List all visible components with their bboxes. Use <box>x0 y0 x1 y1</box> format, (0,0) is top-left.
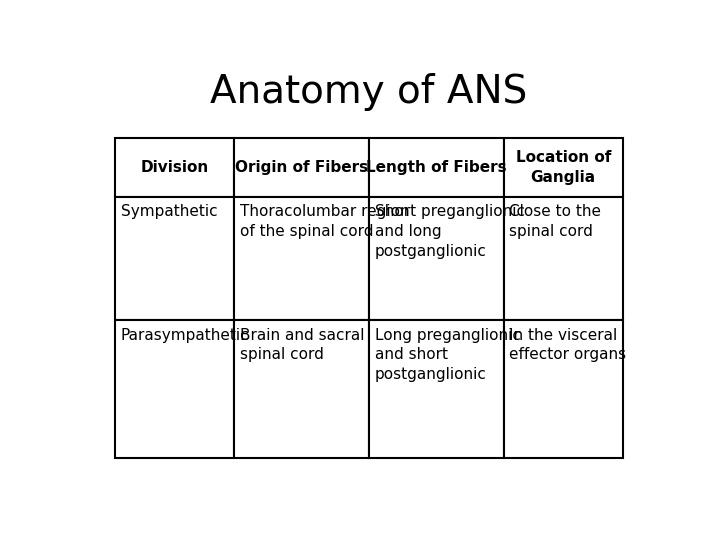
Bar <box>115 197 235 320</box>
Bar <box>235 197 369 320</box>
Text: Length of Fibers: Length of Fibers <box>366 160 507 174</box>
Text: In the visceral
effector organs: In the visceral effector organs <box>509 328 626 362</box>
Bar <box>115 138 235 197</box>
Text: Parasympathetic: Parasympathetic <box>121 328 249 342</box>
Text: Location of
Ganglia: Location of Ganglia <box>516 150 611 185</box>
Bar <box>235 320 369 458</box>
Bar <box>503 320 623 458</box>
Text: Sympathetic: Sympathetic <box>121 204 217 219</box>
Bar <box>115 320 235 458</box>
Bar <box>369 138 503 197</box>
Text: Anatomy of ANS: Anatomy of ANS <box>210 73 528 111</box>
Bar <box>369 320 503 458</box>
Bar <box>503 197 623 320</box>
Text: Close to the
spinal cord: Close to the spinal cord <box>509 204 601 239</box>
Bar <box>503 138 623 197</box>
Text: Origin of Fibers: Origin of Fibers <box>235 160 369 174</box>
Text: Division: Division <box>140 160 209 174</box>
Text: Thoracolumbar region
of the spinal cord: Thoracolumbar region of the spinal cord <box>240 204 410 239</box>
Text: Short preganglionic
and long
postganglionic: Short preganglionic and long postganglio… <box>374 204 525 259</box>
Bar <box>369 197 503 320</box>
Text: Brain and sacral
spinal cord: Brain and sacral spinal cord <box>240 328 364 362</box>
Text: Long preganglionic
and short
postganglionic: Long preganglionic and short postganglio… <box>374 328 521 382</box>
Bar <box>235 138 369 197</box>
